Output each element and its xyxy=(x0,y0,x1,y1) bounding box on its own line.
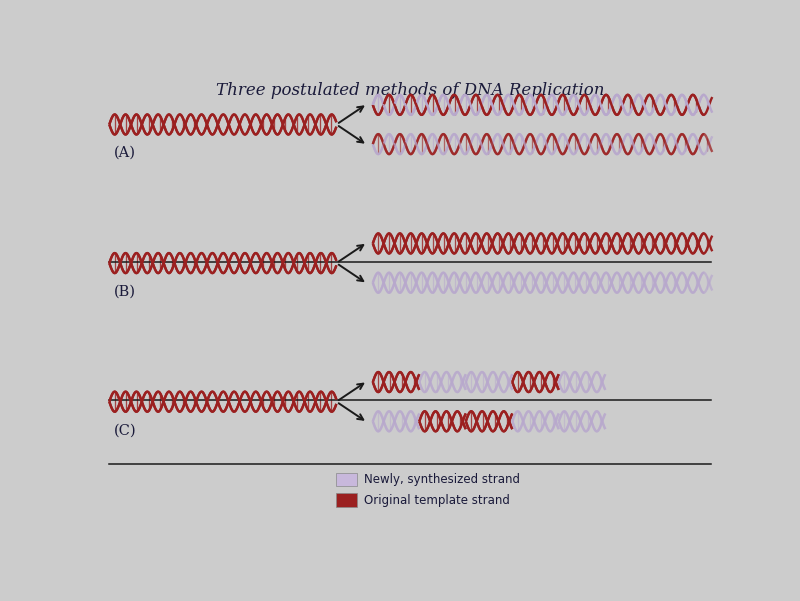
Text: (B): (B) xyxy=(114,285,136,299)
Text: (A): (A) xyxy=(114,146,136,160)
Text: (C): (C) xyxy=(114,423,137,438)
Text: Newly, synthesized strand: Newly, synthesized strand xyxy=(364,473,520,486)
Text: Original template strand: Original template strand xyxy=(364,494,510,507)
FancyBboxPatch shape xyxy=(336,493,357,507)
FancyBboxPatch shape xyxy=(336,472,357,486)
Text: Three postulated methods of DNA Replication: Three postulated methods of DNA Replicat… xyxy=(216,82,604,99)
